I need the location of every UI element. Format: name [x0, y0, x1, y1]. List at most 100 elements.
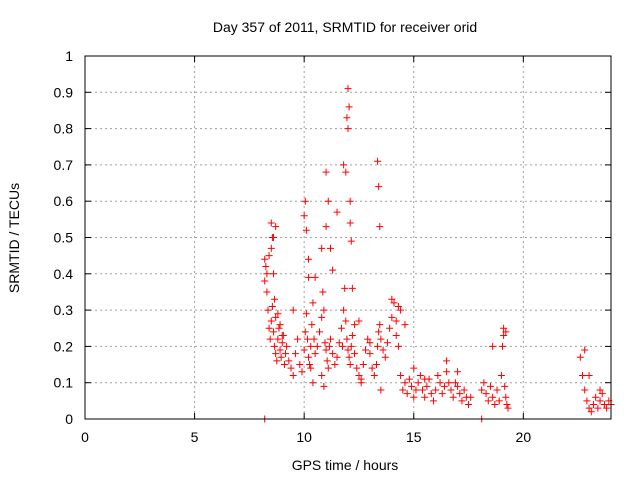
data-point [376, 223, 384, 231]
data-point [403, 390, 411, 398]
data-point [583, 397, 591, 405]
data-point [585, 371, 593, 379]
data-point [497, 371, 505, 379]
data-point [386, 324, 394, 332]
data-point [331, 361, 339, 369]
data-point [272, 313, 280, 321]
data-point [308, 321, 316, 329]
data-point [504, 404, 512, 412]
y-tick-label: 0.3 [54, 302, 74, 318]
data-point [302, 310, 310, 318]
data-point [438, 390, 446, 398]
data-point [401, 379, 409, 387]
data-point [346, 197, 354, 205]
data-point [489, 393, 497, 401]
data-point [326, 244, 334, 252]
data-point [410, 393, 418, 401]
x-axis-label: GPS time / hours [292, 457, 399, 473]
y-tick-label: 0.4 [54, 266, 74, 282]
data-point [399, 386, 407, 394]
x-tick-label: 20 [516, 429, 532, 445]
x-tick-label: 0 [81, 429, 89, 445]
data-point [351, 350, 359, 358]
x-tick-label: 5 [191, 429, 199, 445]
data-point [502, 393, 510, 401]
data-point [375, 183, 383, 191]
data-point [326, 335, 334, 343]
data-point [374, 157, 382, 165]
data-point [493, 386, 501, 394]
data-point [329, 266, 337, 274]
data-point [322, 223, 330, 231]
data-point [261, 255, 269, 263]
data-point [269, 328, 277, 336]
data-point [414, 379, 422, 387]
data-point [271, 342, 279, 350]
data-point [305, 353, 313, 361]
data-point [344, 346, 352, 354]
data-point [303, 335, 311, 343]
data-point [277, 353, 285, 361]
y-tick-label: 0.8 [54, 121, 74, 137]
x-tick-label: 10 [296, 429, 312, 445]
data-point [405, 375, 413, 383]
data-point [296, 361, 304, 369]
data-point [278, 339, 286, 347]
data-point [423, 382, 431, 390]
data-point [359, 361, 367, 369]
data-point [309, 299, 317, 307]
data-point [302, 226, 310, 234]
data-point [263, 270, 271, 278]
data-point [427, 390, 435, 398]
data-point [348, 284, 356, 292]
data-point [447, 386, 455, 394]
data-point [274, 335, 282, 343]
data-point [329, 350, 337, 358]
data-point [594, 404, 602, 412]
data-point [301, 328, 309, 336]
data-point [289, 306, 297, 314]
data-point [346, 361, 354, 369]
data-point [280, 361, 288, 369]
data-point [465, 400, 473, 408]
data-point [478, 386, 486, 394]
data-point [364, 335, 372, 343]
data-point [319, 288, 327, 296]
data-point [268, 234, 276, 241]
data-point [266, 335, 274, 343]
y-tick-label: 1 [65, 48, 73, 64]
data-point [598, 390, 606, 398]
data-point [313, 342, 321, 350]
data-point [321, 339, 329, 347]
data-point [412, 386, 420, 394]
data-point [596, 397, 604, 405]
plot-frame [84, 55, 612, 420]
data-point [576, 353, 584, 361]
data-point [311, 350, 319, 358]
data-point [311, 273, 319, 281]
data-point [267, 244, 275, 252]
data-point [596, 386, 604, 394]
data-point [351, 321, 359, 329]
data-point [264, 306, 272, 314]
data-point [429, 397, 437, 405]
data-point [294, 335, 302, 343]
data-point [291, 350, 299, 358]
data-point [394, 302, 402, 310]
data-point [501, 382, 509, 390]
data-point [603, 404, 611, 412]
y-tick-label: 0.2 [54, 338, 74, 354]
data-point [322, 346, 330, 354]
data-point [353, 364, 361, 372]
data-point [581, 386, 589, 394]
data-point [320, 306, 328, 314]
data-point [271, 295, 279, 303]
data-point [347, 342, 355, 350]
data-point [503, 400, 511, 408]
data-point [300, 212, 308, 220]
data-point [269, 270, 277, 278]
data-point [341, 284, 349, 292]
data-point [366, 339, 374, 347]
data-point [375, 328, 383, 336]
